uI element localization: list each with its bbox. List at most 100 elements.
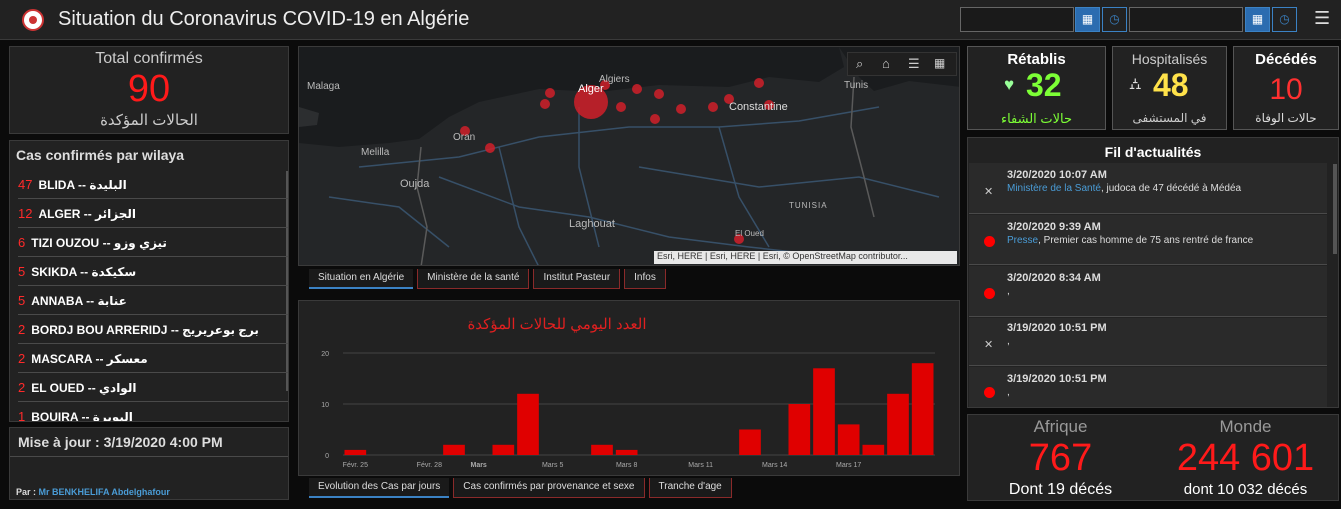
feed-item[interactable]: 3/19/2020 10:51 PM , ✕ — [969, 318, 1327, 366]
tab-pasteur[interactable]: Institut Pasteur — [533, 269, 621, 289]
start-date-input[interactable] — [960, 7, 1074, 32]
x-tick-label: Mars 11 — [688, 462, 713, 469]
bar — [887, 393, 909, 455]
map-label: Melilla — [361, 147, 390, 158]
world-label: Monde — [1219, 417, 1272, 436]
africa-label: Afrique — [1033, 417, 1088, 436]
list-item[interactable]: 5 SKIKDA -- سكيكدة — [18, 258, 288, 286]
end-date-input[interactable] — [1129, 7, 1243, 32]
map-label: Oran — [453, 132, 475, 143]
world-stats-panel: Afrique 767 Dont 19 décés Monde 244 601 … — [967, 414, 1339, 501]
menu-icon[interactable]: ☰ — [1314, 8, 1331, 28]
bar — [862, 444, 885, 455]
tab-ministere[interactable]: Ministère de la santé — [417, 269, 530, 289]
recovered-label: حالات الشفاء — [1000, 111, 1073, 126]
map-view[interactable]: Malaga Algiers Alger Constantine Tunis O… — [298, 46, 960, 266]
map-label: El Oued — [735, 229, 764, 238]
recovered-panel: Rétablis ♥ 32 حالات الشفاء — [967, 46, 1106, 130]
map-label: Alger — [578, 83, 604, 95]
tab-age[interactable]: Tranche d'age — [648, 478, 732, 498]
map-label: TUNISIA — [789, 201, 828, 210]
calendar-icon[interactable]: ▦ — [1075, 7, 1100, 32]
author-line: Par : Mr BENKHELIFA Abdelghafour — [16, 487, 170, 497]
y-tick-label: 0 — [325, 453, 329, 460]
recovered-title: Rétablis — [1007, 51, 1066, 68]
x-tick-label: Févr. 28 — [417, 462, 442, 469]
bar — [615, 449, 638, 455]
x-tick-label: Févr. 25 — [343, 462, 368, 469]
x-tick-label: Mars 8 — [616, 462, 638, 469]
hospital-panel: Hospitalisés ⛼ 48 في المستشفى — [1112, 46, 1227, 130]
close-icon: ✕ — [984, 339, 994, 351]
total-value: 90 — [127, 68, 171, 110]
total-label-ar: الحالات المؤكدة — [100, 112, 198, 129]
deaths-value: 10 — [1269, 73, 1303, 106]
y-tick-label: 20 — [321, 351, 329, 358]
feed-item[interactable]: 3/20/2020 10:07 AM Ministère de la Santé… — [969, 163, 1327, 214]
list-item[interactable]: 1 BOUIRA -- البويرة — [18, 403, 288, 421]
x-tick-label: Mars 14 — [762, 462, 787, 469]
wilaya-panel: Cas confirmés par wilaya 47 BLIDA -- البل… — [9, 140, 289, 422]
top-bar: Situation du Coronavirus COVID-19 en Alg… — [0, 0, 1341, 40]
feed-item[interactable]: 3/20/2020 9:39 AM Presse, Premier cas ho… — [969, 215, 1327, 265]
world-deaths: dont 10 032 décés — [1183, 481, 1308, 498]
feed-item[interactable]: 3/20/2020 8:34 AM , — [969, 266, 1327, 317]
list-item[interactable]: 2 EL OUED -- الوادي — [18, 374, 288, 402]
africa-value: 767 — [1028, 437, 1093, 479]
list-item[interactable]: 47 BLIDA -- البليدة — [18, 171, 288, 199]
bar — [837, 424, 860, 455]
logo-icon — [22, 9, 44, 31]
tab-infos[interactable]: Infos — [624, 269, 666, 289]
y-tick-label: 10 — [321, 402, 329, 409]
chart-title: العدد اليومي للحالات المؤكدة — [467, 316, 646, 333]
map-attribution: Esri, HERE | Esri, HERE | Esri, © OpenSt… — [654, 251, 957, 264]
bar — [813, 368, 835, 455]
scrollbar[interactable] — [1333, 164, 1337, 254]
map-label: Laghouat — [569, 218, 615, 230]
scrollbar[interactable] — [286, 171, 288, 391]
home-icon[interactable]: ⌂ — [882, 56, 890, 71]
deaths-title: Décédés — [1255, 51, 1317, 68]
author-link[interactable]: Mr BENKHELIFA Abdelghafour — [38, 487, 170, 497]
list-item[interactable]: 12 ALGER -- الجزائر — [18, 200, 288, 228]
map-label: Malaga — [307, 81, 340, 92]
case-markers[interactable] — [460, 78, 774, 244]
red-dot-icon — [984, 236, 995, 247]
list-item[interactable]: 6 TIZI OUZOU -- تيزي وزو — [18, 229, 288, 257]
recovered-value: 32 — [1026, 67, 1062, 103]
daily-cases-chart: العدد اليومي للحالات المؤكدة 0 10 20 Févr. 2… — [321, 316, 935, 469]
calendar-icon[interactable]: ▦ — [1245, 7, 1270, 32]
bar — [443, 444, 465, 455]
africa-deaths: Dont 19 décés — [1008, 481, 1113, 498]
list-item[interactable]: 2 BORDJ BOU ARRERIDJ -- برج بوعريريج — [18, 316, 288, 344]
update-text: Mise à jour : 3/19/2020 4:00 PM — [18, 434, 223, 450]
feed-item[interactable]: 3/19/2020 10:51 PM , — [969, 367, 1327, 407]
close-icon: ✕ — [984, 186, 994, 198]
total-confirmed-panel: Total confirmés 90 الحالات المؤكدة — [9, 46, 289, 134]
x-tick-label: Mars 5 — [542, 462, 564, 469]
list-item[interactable]: 2 MASCARA -- معسكر — [18, 345, 288, 373]
deaths-label: حالات الوفاة — [1255, 111, 1317, 125]
daily-chart-panel: العدد اليومي للحالات المؤكدة 0 10 20 Févr. 2… — [298, 300, 960, 476]
red-dot-icon — [984, 387, 995, 398]
total-title: Total confirmés — [95, 50, 203, 67]
legend-icon[interactable]: ☰ — [908, 56, 920, 71]
list-item[interactable]: 5 ANNABA -- عنابة — [18, 287, 288, 315]
clock-icon[interactable]: ◷ — [1272, 7, 1297, 32]
bar — [739, 429, 761, 455]
map-label: Constantine — [729, 101, 788, 113]
bar — [788, 404, 811, 455]
x-tick-label: Mars — [470, 462, 486, 469]
basemap-icon[interactable]: ▦ — [934, 56, 946, 70]
red-dot-icon — [984, 288, 995, 299]
bar — [517, 393, 539, 455]
tab-evolution[interactable]: Evolution des Cas par jours — [309, 478, 450, 498]
tab-provenance[interactable]: Cas confirmés par provenance et sexe — [453, 478, 645, 498]
clock-icon[interactable]: ◷ — [1102, 7, 1127, 32]
divider — [10, 456, 288, 457]
tab-situation[interactable]: Situation en Algérie — [309, 269, 414, 289]
search-icon[interactable]: ⌕ — [856, 56, 864, 71]
hospital-label: في المستشفى — [1132, 111, 1207, 125]
bar — [492, 444, 515, 455]
map-label: Oujda — [400, 178, 430, 190]
